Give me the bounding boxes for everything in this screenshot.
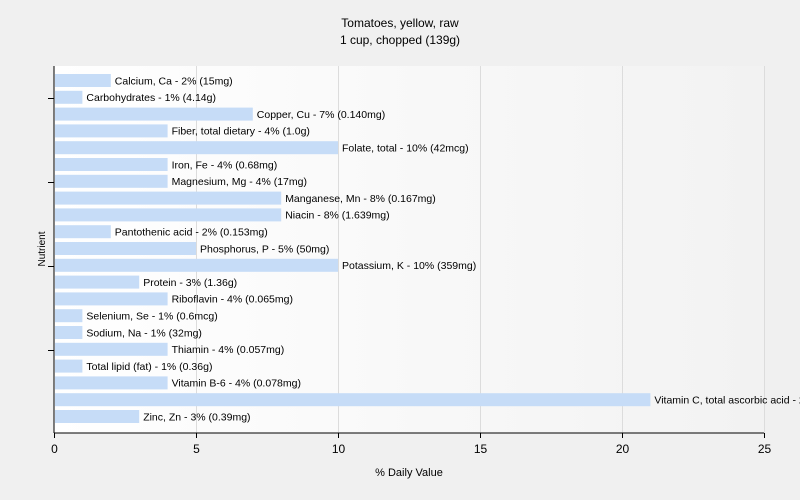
bar-label: Carbohydrates - 1% (4.14g) bbox=[86, 92, 216, 104]
bar-label: Potassium, K - 10% (359mg) bbox=[342, 260, 476, 272]
bar-label: Magnesium, Mg - 4% (17mg) bbox=[172, 176, 307, 188]
bar bbox=[55, 309, 83, 323]
bar-label: Pantothenic acid - 2% (0.153mg) bbox=[115, 227, 268, 239]
bar bbox=[55, 90, 83, 104]
chart-subtitle: 1 cup, chopped (139g) bbox=[340, 33, 460, 47]
bar bbox=[55, 107, 253, 121]
bar-label: Calcium, Ca - 2% (15mg) bbox=[115, 75, 233, 87]
bar bbox=[55, 124, 168, 138]
bar bbox=[55, 225, 111, 239]
bar bbox=[55, 342, 168, 356]
x-tick-label: 20 bbox=[616, 442, 630, 456]
bar-label: Protein - 3% (1.36g) bbox=[143, 277, 237, 289]
x-tick-label: 10 bbox=[332, 442, 346, 456]
bars bbox=[55, 74, 651, 423]
bar-label: Total lipid (fat) - 1% (0.36g) bbox=[86, 361, 212, 373]
bar-label: Iron, Fe - 4% (0.68mg) bbox=[172, 159, 278, 171]
bar-label: Riboflavin - 4% (0.065mg) bbox=[172, 294, 293, 306]
bar-label: Zinc, Zn - 3% (0.39mg) bbox=[143, 411, 250, 423]
bar bbox=[55, 292, 168, 306]
x-tick-label: 15 bbox=[474, 442, 488, 456]
bar-labels: Calcium, Ca - 2% (15mg) Carbohydrates - 1… bbox=[86, 75, 800, 423]
x-axis-title: % Daily Value bbox=[375, 467, 443, 479]
bar-label: Thiamin - 4% (0.057mg) bbox=[172, 344, 285, 356]
bar-label: Vitamin B-6 - 4% (0.078mg) bbox=[172, 378, 301, 390]
bar bbox=[55, 359, 83, 373]
y-ticks bbox=[48, 98, 54, 351]
bar-label: Niacin - 8% (1.639mg) bbox=[285, 210, 389, 222]
y-axis-title: Nutrient bbox=[37, 231, 48, 266]
axes bbox=[53, 66, 764, 434]
bar-label: Folate, total - 10% (42mcg) bbox=[342, 143, 469, 155]
bar bbox=[55, 326, 83, 339]
x-tick-label: 0 bbox=[51, 442, 58, 456]
bar-label: Selenium, Se - 1% (0.6mcg) bbox=[86, 311, 217, 323]
bar bbox=[55, 191, 282, 205]
bar-label: Phosphorus, P - 5% (50mg) bbox=[200, 243, 329, 255]
bar bbox=[55, 174, 168, 188]
bar bbox=[55, 242, 196, 255]
bar bbox=[55, 208, 282, 222]
bar bbox=[55, 393, 651, 407]
bar bbox=[55, 74, 111, 87]
bar bbox=[55, 141, 338, 155]
x-tick-label: 5 bbox=[193, 442, 200, 456]
bar-label: Fiber, total dietary - 4% (1.0g) bbox=[172, 126, 310, 138]
x-ticks: 0 5 10 15 20 25 bbox=[51, 433, 771, 456]
bar bbox=[55, 410, 140, 423]
bar-label: Vitamin C, total ascorbic acid - 21% (12… bbox=[654, 395, 800, 407]
bar bbox=[55, 376, 168, 390]
bar bbox=[55, 275, 140, 289]
bar bbox=[55, 158, 168, 171]
bar-label: Copper, Cu - 7% (0.140mg) bbox=[257, 109, 385, 121]
bar-label: Sodium, Na - 1% (32mg) bbox=[86, 327, 202, 339]
x-tick-label: 25 bbox=[758, 442, 772, 456]
bar-label: Manganese, Mn - 8% (0.167mg) bbox=[285, 193, 436, 205]
chart-title: Tomatoes, yellow, raw bbox=[341, 16, 459, 30]
bar bbox=[55, 258, 338, 272]
gridlines bbox=[196, 66, 765, 433]
